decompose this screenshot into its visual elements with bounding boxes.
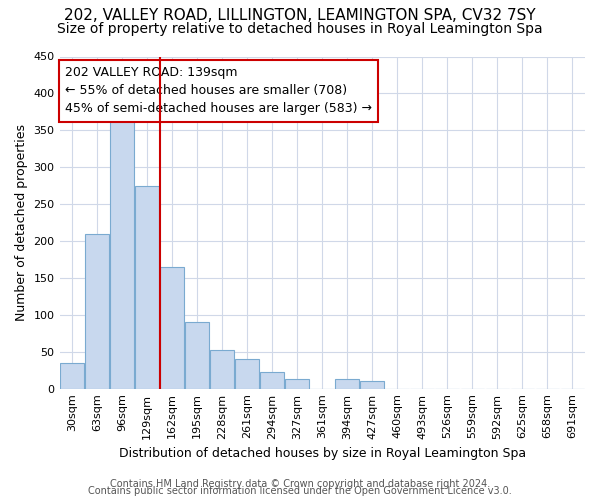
Bar xyxy=(60,363,84,388)
Bar xyxy=(286,379,309,388)
Text: Contains HM Land Registry data © Crown copyright and database right 2024.: Contains HM Land Registry data © Crown c… xyxy=(110,479,490,489)
Y-axis label: Number of detached properties: Number of detached properties xyxy=(15,124,28,321)
Text: 202, VALLEY ROAD, LILLINGTON, LEAMINGTON SPA, CV32 7SY: 202, VALLEY ROAD, LILLINGTON, LEAMINGTON… xyxy=(64,8,536,22)
Bar xyxy=(260,372,284,388)
Text: Contains public sector information licensed under the Open Government Licence v3: Contains public sector information licen… xyxy=(88,486,512,496)
Bar xyxy=(235,359,259,388)
Bar xyxy=(210,350,234,389)
Bar xyxy=(160,267,184,388)
Bar xyxy=(85,234,109,388)
Bar xyxy=(135,186,159,388)
Bar xyxy=(335,379,359,388)
Bar xyxy=(185,322,209,388)
Bar xyxy=(361,382,384,388)
Text: Size of property relative to detached houses in Royal Leamington Spa: Size of property relative to detached ho… xyxy=(57,22,543,36)
Text: 202 VALLEY ROAD: 139sqm
← 55% of detached houses are smaller (708)
45% of semi-d: 202 VALLEY ROAD: 139sqm ← 55% of detache… xyxy=(65,66,372,116)
Bar xyxy=(110,110,134,388)
X-axis label: Distribution of detached houses by size in Royal Leamington Spa: Distribution of detached houses by size … xyxy=(119,447,526,460)
